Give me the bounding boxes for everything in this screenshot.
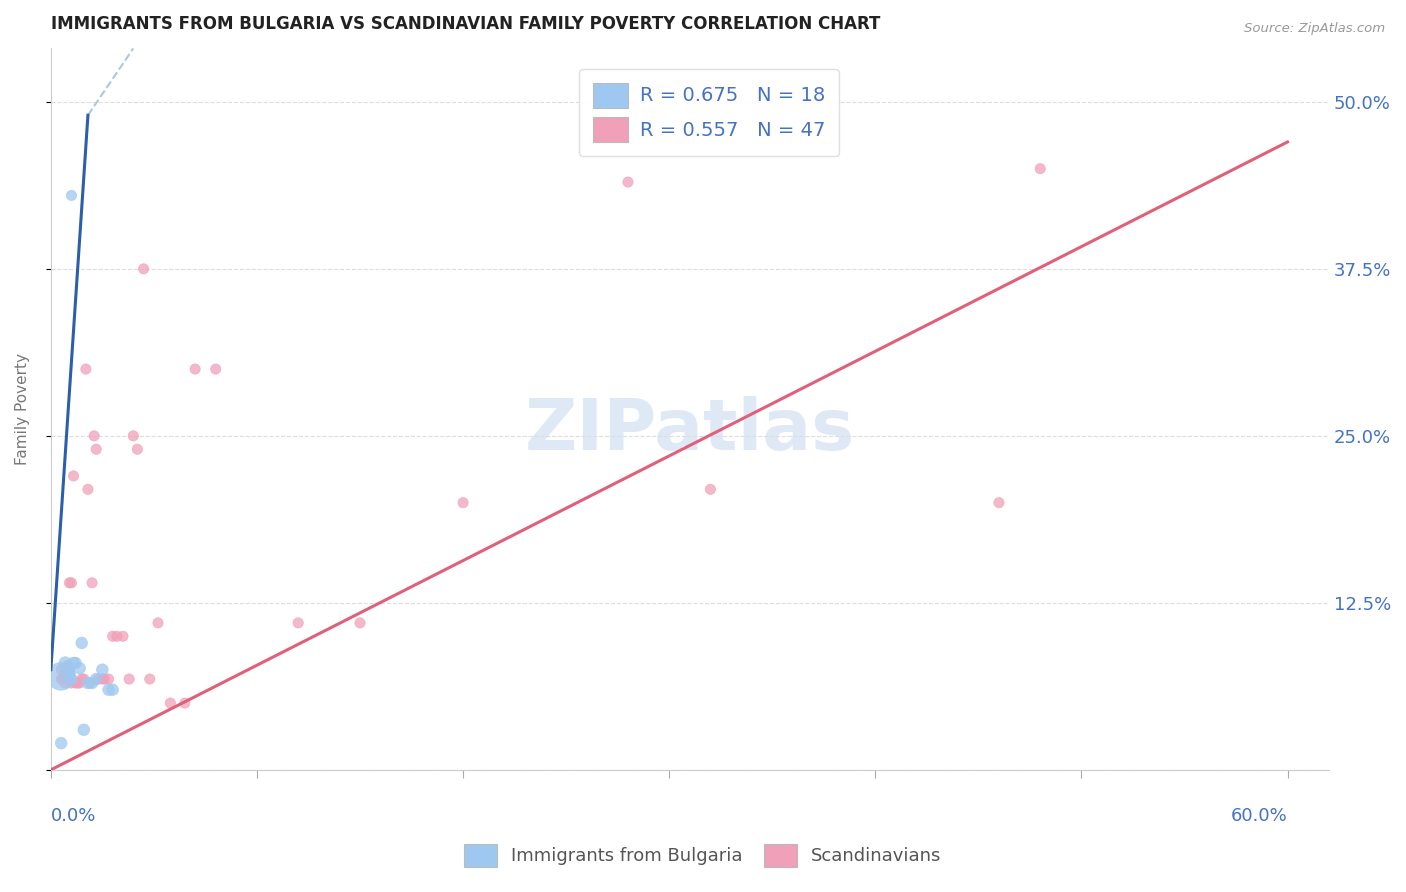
Legend: Immigrants from Bulgaria, Scandinavians: Immigrants from Bulgaria, Scandinavians bbox=[457, 837, 949, 874]
Point bbox=[159, 696, 181, 710]
Point bbox=[80, 676, 103, 690]
Point bbox=[53, 676, 76, 690]
Point bbox=[91, 672, 114, 686]
Point bbox=[65, 676, 87, 690]
Point bbox=[93, 672, 115, 686]
Point bbox=[49, 672, 72, 686]
Point bbox=[70, 672, 93, 686]
Point bbox=[58, 575, 80, 590]
Point bbox=[56, 658, 79, 673]
Point bbox=[349, 615, 371, 630]
Point bbox=[75, 362, 97, 376]
Point bbox=[111, 629, 134, 643]
Point bbox=[988, 496, 1011, 510]
Point bbox=[80, 575, 103, 590]
Text: 0.0%: 0.0% bbox=[51, 807, 96, 825]
Point bbox=[60, 672, 83, 686]
Point bbox=[122, 429, 145, 443]
Point bbox=[66, 676, 89, 690]
Point bbox=[451, 496, 474, 510]
Point bbox=[69, 676, 91, 690]
Point bbox=[56, 663, 79, 677]
Point bbox=[132, 261, 155, 276]
Point bbox=[84, 442, 107, 457]
Point bbox=[70, 636, 93, 650]
Point bbox=[127, 442, 149, 457]
Text: Source: ZipAtlas.com: Source: ZipAtlas.com bbox=[1244, 22, 1385, 36]
Point bbox=[77, 483, 100, 497]
Point bbox=[699, 483, 721, 497]
Point bbox=[58, 666, 80, 681]
Point bbox=[65, 656, 87, 670]
Point bbox=[101, 682, 124, 697]
Point bbox=[97, 672, 120, 686]
Point bbox=[101, 629, 124, 643]
Point bbox=[146, 615, 169, 630]
Point bbox=[91, 663, 114, 677]
Legend: R = 0.675   N = 18, R = 0.557   N = 47: R = 0.675 N = 18, R = 0.557 N = 47 bbox=[579, 69, 838, 156]
Text: ZIPatlas: ZIPatlas bbox=[524, 396, 855, 466]
Point bbox=[105, 629, 128, 643]
Point bbox=[87, 672, 110, 686]
Point bbox=[84, 672, 107, 686]
Point bbox=[139, 672, 162, 686]
Point bbox=[60, 575, 83, 590]
Point bbox=[49, 663, 72, 677]
Point bbox=[1029, 161, 1052, 176]
Point bbox=[58, 663, 80, 677]
Point bbox=[56, 669, 79, 683]
Point bbox=[49, 669, 72, 683]
Text: 60.0%: 60.0% bbox=[1230, 807, 1288, 825]
Y-axis label: Family Poverty: Family Poverty bbox=[15, 353, 30, 465]
Point bbox=[77, 676, 100, 690]
Point bbox=[118, 672, 141, 686]
Text: IMMIGRANTS FROM BULGARIA VS SCANDINAVIAN FAMILY POVERTY CORRELATION CHART: IMMIGRANTS FROM BULGARIA VS SCANDINAVIAN… bbox=[51, 15, 880, 33]
Point bbox=[73, 723, 96, 737]
Point bbox=[184, 362, 207, 376]
Point bbox=[204, 362, 226, 376]
Point bbox=[97, 682, 120, 697]
Point bbox=[53, 656, 76, 670]
Point bbox=[60, 676, 83, 690]
Point bbox=[69, 661, 91, 675]
Point bbox=[49, 736, 72, 750]
Point bbox=[79, 676, 101, 690]
Point bbox=[53, 666, 76, 681]
Point bbox=[52, 672, 75, 686]
Point bbox=[60, 188, 83, 202]
Point bbox=[617, 175, 640, 189]
Point bbox=[173, 696, 195, 710]
Point bbox=[287, 615, 309, 630]
Point bbox=[62, 656, 84, 670]
Point bbox=[83, 429, 105, 443]
Point bbox=[62, 469, 84, 483]
Point bbox=[73, 672, 96, 686]
